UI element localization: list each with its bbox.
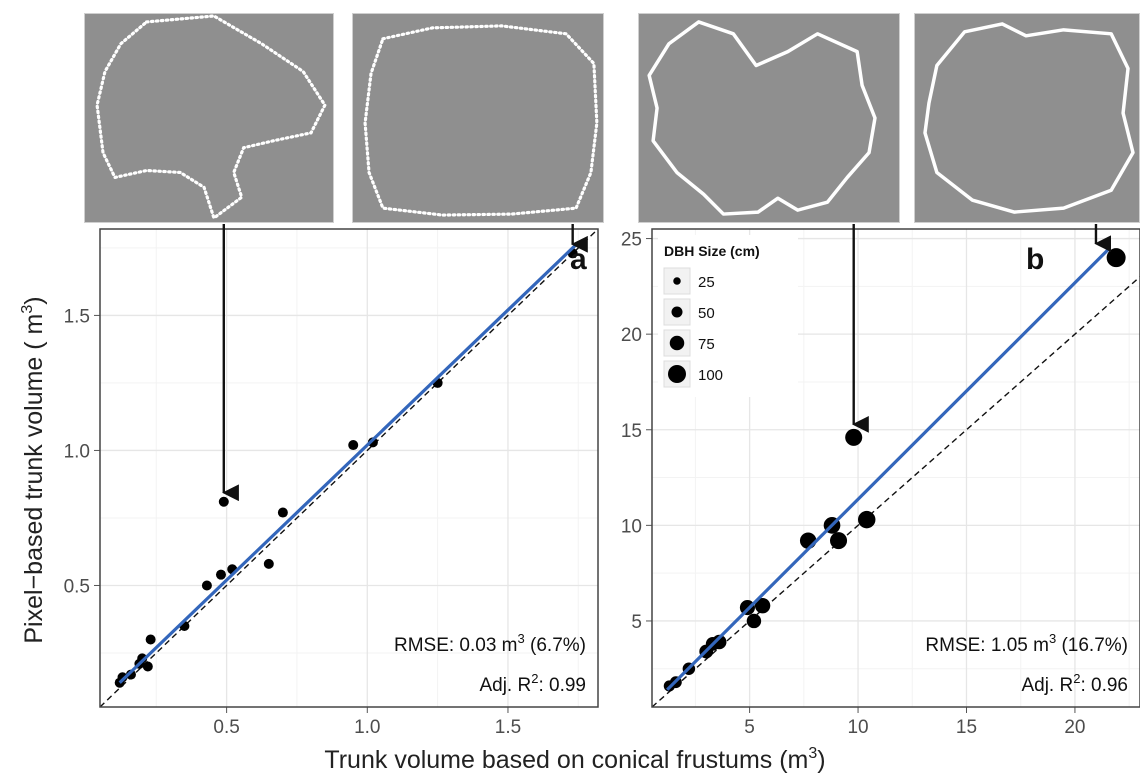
data-point [277,507,288,518]
cross-section-outline [647,20,877,216]
data-point [215,569,226,580]
legend-key [663,298,691,326]
y-tick-label: 5 [631,612,642,633]
fit-line [118,244,577,684]
legend-symbol [673,277,681,285]
outline-path [95,14,327,221]
legend-label: 100 [698,367,723,384]
outline-path [923,22,1135,214]
panel-a: 0.5 1.0 1.5 0.5 1.0 1.5 a RMSE: 0.03 m3 (6.7%) A… [64,228,599,738]
legend-symbol [668,365,686,383]
x-tick-label: 15 [956,717,977,738]
cross-section-thumbnail [352,13,604,223]
x-tick-label: 1.5 [495,717,521,738]
data-point [746,613,762,629]
y-tick-label: 10 [621,516,642,537]
x-tick-label: 20 [1064,717,1085,738]
cross-section-thumbnail [638,13,900,223]
x-tick-label: 10 [847,717,868,738]
data-point [858,510,876,529]
cross-section-thumbnail [914,13,1140,223]
legend: DBH Size (cm) 25 50 75 100 [658,235,798,397]
outline-path [363,24,599,217]
y-axis-title: Pixel−based trunk volume ( m3) [19,296,48,643]
y-tick-label: 1.5 [64,306,90,327]
plot-border [651,228,1140,708]
x-tick-label: 5 [744,717,755,738]
panel-letter: b [1026,243,1044,276]
data-point [145,634,156,645]
y-tick-label: 25 [621,230,642,251]
fit-line [666,246,1111,691]
data-point [754,597,771,614]
legend-title: DBH Size (cm) [664,243,760,259]
y-tick-label: 15 [621,421,642,442]
y-tick-label: 1.0 [64,441,90,462]
legend-symbol [669,335,685,351]
cross-section-outline [95,14,327,221]
rmse-label: RMSE: 1.05 m3 (16.7%) [925,631,1128,656]
legend-label: 25 [698,274,715,291]
legend-symbol [671,306,683,318]
data-point [201,580,212,591]
data-point [845,428,863,446]
reference-line [652,275,1140,707]
panel-letter: a [570,243,587,276]
cross-section-outline [363,24,599,217]
data-point [142,661,153,672]
y-tick-label: 20 [621,325,642,346]
data-point [348,440,359,451]
cross-section-thumbnail [84,13,334,223]
x-tick-label: 0.5 [213,717,239,738]
plot-border [99,228,599,708]
r2-label: Adj. R2: 0.96 [1021,671,1128,696]
legend-label: 50 [698,305,715,322]
legend-label: 75 [698,336,715,353]
x-tick-label: 1.0 [354,717,380,738]
rmse-label: RMSE: 0.03 m3 (6.7%) [394,631,586,656]
cross-section-outline [923,22,1135,214]
outline-path [647,20,877,216]
x-axis-title: Trunk volume based on conical frustums (… [324,745,825,774]
data-point [799,532,817,549]
y-tick-label: 0.5 [64,576,90,597]
data-point [1106,248,1126,268]
data-point [829,532,848,550]
r2-label: Adj. R2: 0.99 [479,671,586,696]
data-point [263,558,274,569]
data-point [712,634,727,650]
data-point [218,496,229,507]
